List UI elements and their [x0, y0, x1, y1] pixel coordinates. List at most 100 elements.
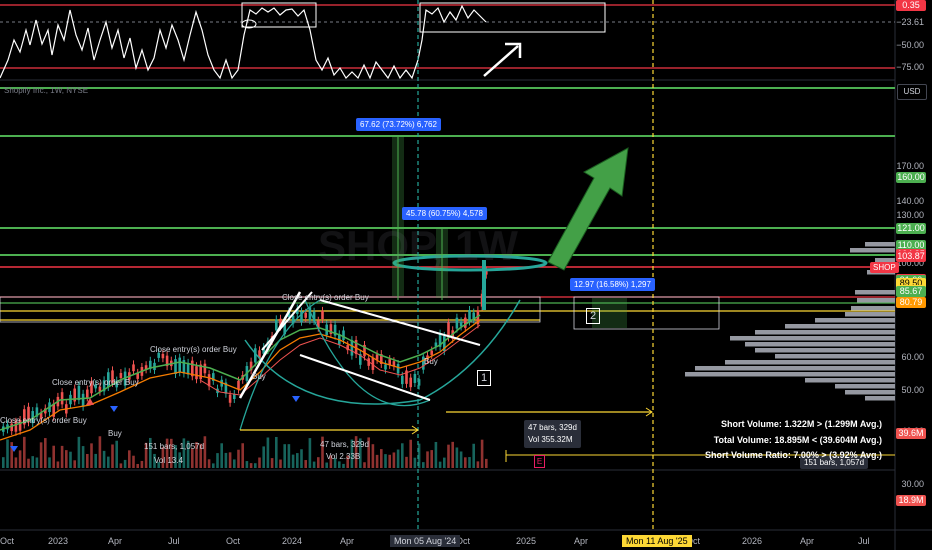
time-highlight-2: Mon 11 Aug '25	[622, 535, 692, 547]
range-label: Vol 2.33B	[326, 452, 361, 461]
volume-bar	[359, 438, 362, 468]
signal-label: Close entry(s) order Buy	[150, 345, 237, 354]
profile-bar	[850, 248, 895, 253]
volume-bar	[304, 460, 307, 468]
volume-bar	[27, 458, 30, 468]
volume-bar	[312, 461, 316, 468]
osc-tick: −50.00	[896, 40, 924, 50]
measure-label: 67.62 (73.72%) 6,762	[356, 118, 441, 131]
volume-bar	[216, 453, 219, 468]
profile-bar	[865, 396, 895, 401]
volume-bar	[60, 445, 64, 468]
volume-bar	[39, 442, 43, 468]
profile-bar	[815, 318, 895, 323]
volume-bar	[380, 449, 383, 468]
profile-bar	[855, 290, 895, 295]
volume-bar	[203, 436, 207, 468]
trend-line	[261, 291, 313, 351]
currency-button[interactable]: USD	[897, 84, 927, 100]
volume-bar	[308, 438, 312, 468]
signal-label: Buy	[252, 372, 266, 381]
volume-bar	[291, 454, 295, 468]
volume-bar	[472, 443, 475, 468]
volume-bar	[191, 448, 194, 468]
profile-bar	[775, 354, 895, 359]
profile-bar	[725, 360, 895, 365]
volume-bar	[447, 444, 450, 468]
volume-bar	[354, 436, 358, 468]
volume-bar	[220, 443, 223, 468]
volume-bar	[115, 440, 118, 468]
volume-bars	[2, 436, 488, 468]
volume-bar	[2, 457, 5, 468]
volume-bar	[212, 463, 215, 468]
time-tick: Oct	[0, 536, 15, 546]
profile-bar	[745, 342, 895, 347]
signal-label: Close entry(s) order Buy	[282, 293, 369, 302]
volume-bar	[111, 444, 114, 468]
volume-bar	[275, 436, 278, 468]
volume-bar	[480, 439, 484, 468]
price-label: 121.00	[896, 222, 926, 234]
signal-label: Buy	[424, 357, 438, 366]
volume-bar	[73, 460, 76, 468]
oscillator-pane	[0, 2, 895, 80]
time-tick: Oct	[686, 536, 701, 546]
volume-bar	[459, 451, 463, 468]
measure-label: 12.97 (16.58%) 1,297	[570, 278, 655, 291]
volume-bar	[44, 438, 47, 468]
time-tick: Jul	[858, 536, 870, 546]
time-tick: 2024	[282, 536, 303, 546]
price-tick: 50.00	[901, 385, 924, 396]
volume-bar	[128, 450, 131, 468]
volume-bar	[228, 452, 232, 468]
volume-bar	[6, 439, 9, 468]
earnings-marker[interactable]: E	[534, 455, 545, 468]
volume-bar	[174, 445, 177, 468]
volume-bar	[31, 456, 34, 468]
volume-bar	[317, 457, 320, 468]
profile-bar	[865, 242, 895, 247]
volume-bar	[279, 459, 282, 468]
breakout-ellipse	[392, 254, 548, 272]
price-label: 89.50	[896, 278, 926, 290]
volume-bar	[438, 461, 442, 468]
signal-label: Buy	[108, 429, 122, 438]
volume-bar	[23, 436, 26, 468]
osc-label-top: 0.35	[896, 0, 926, 11]
channel-bottom	[299, 354, 431, 401]
volume-bar	[300, 449, 303, 468]
time-tick: Apr	[574, 536, 589, 546]
projection-arrow	[547, 147, 629, 271]
volume-bar	[86, 453, 89, 468]
volume-bar	[170, 438, 173, 468]
profile-bar	[851, 306, 895, 311]
volume-bar	[65, 450, 68, 468]
profile-bar	[875, 258, 895, 263]
volume-bar	[476, 461, 480, 468]
volume-bar	[123, 459, 127, 468]
price-tick: 130.00	[896, 209, 924, 220]
volume-bar	[102, 450, 106, 468]
volume-bar	[413, 457, 417, 468]
range-label: 47 bars, 329d Vol 355.32M	[524, 420, 581, 448]
time-tick: Oct	[456, 536, 471, 546]
volume-bar	[325, 462, 328, 468]
volume-bar	[157, 462, 160, 468]
price-tick: 170.00	[896, 160, 924, 171]
volume-bar	[405, 456, 408, 468]
time-highlight: Mon 05 Aug '24	[390, 535, 461, 547]
profile-bar	[785, 324, 895, 329]
volume-bar	[329, 455, 333, 468]
profile-bar	[755, 330, 895, 335]
volume-bar	[434, 441, 438, 468]
volume-bar	[69, 451, 72, 468]
volume-bar	[107, 456, 110, 468]
volume-bar	[237, 449, 240, 468]
cup-arc-3	[239, 299, 321, 431]
volume-bar	[10, 442, 13, 468]
measure-label: 45.78 (60.75%) 4,578	[402, 207, 487, 220]
volume-bar	[254, 463, 257, 468]
box-number: 1	[477, 370, 491, 386]
